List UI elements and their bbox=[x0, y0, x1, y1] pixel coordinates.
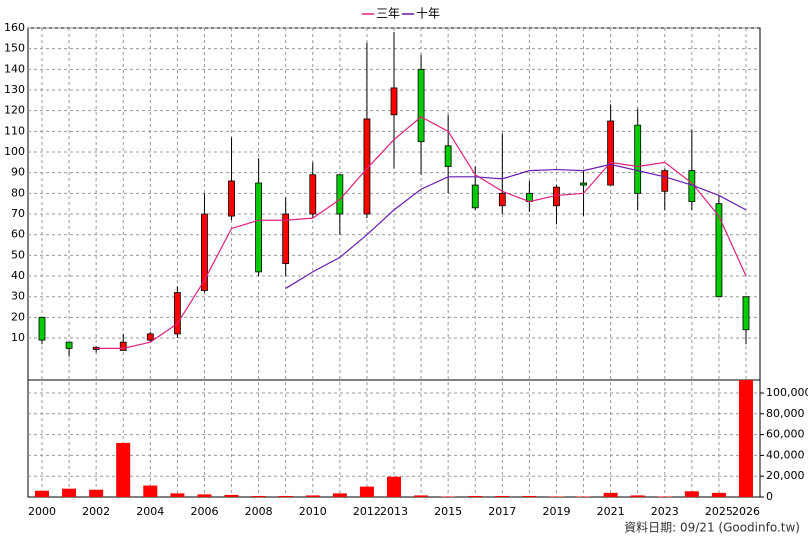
y-tick-label: 60 bbox=[11, 228, 25, 241]
y-tick-label: 140 bbox=[4, 62, 25, 75]
volume-bar bbox=[603, 492, 618, 497]
y-tick-label: 10 bbox=[11, 331, 25, 344]
y-tick-label: 160 bbox=[4, 21, 25, 34]
candle-body bbox=[715, 203, 723, 298]
candle-body bbox=[417, 68, 425, 143]
x-tick-label: 2017 bbox=[488, 505, 516, 518]
candle-body bbox=[336, 174, 344, 215]
y-tick-label: 100 bbox=[4, 145, 25, 158]
candle-body bbox=[444, 145, 452, 167]
y-tick-label: 130 bbox=[4, 83, 25, 96]
volume-bar bbox=[359, 486, 374, 497]
x-tick-label: 2004 bbox=[136, 505, 164, 518]
y2-tick-label: 60,000 bbox=[766, 428, 805, 441]
volume-bar bbox=[657, 496, 672, 497]
candle-body bbox=[661, 170, 669, 192]
legend-label: 三年 bbox=[376, 7, 400, 21]
volume-bar bbox=[143, 485, 158, 497]
candle-body bbox=[498, 192, 506, 207]
candle-body bbox=[173, 292, 181, 335]
x-tick-label: 2019 bbox=[542, 505, 570, 518]
y2-tick-label: 0 bbox=[766, 490, 773, 503]
y-tick-label: 40 bbox=[11, 269, 25, 282]
candle-body bbox=[228, 180, 235, 217]
candle-body bbox=[119, 341, 127, 351]
y-tick-label: 50 bbox=[11, 248, 25, 261]
volume-bar bbox=[576, 496, 591, 497]
candle-body bbox=[742, 296, 750, 331]
volume-bar bbox=[630, 495, 645, 497]
candle-body bbox=[580, 182, 587, 186]
volume-bar bbox=[278, 495, 293, 497]
y-tick-label: 150 bbox=[4, 42, 25, 55]
volume-bar bbox=[468, 495, 483, 497]
volume-bar bbox=[62, 488, 77, 497]
x-tick-label: 2008 bbox=[245, 505, 273, 518]
volume-bar bbox=[711, 492, 726, 497]
candle-body bbox=[309, 174, 317, 215]
x-tick-label: 2015 bbox=[434, 505, 462, 518]
x-tick-label: 2021 bbox=[597, 505, 625, 518]
x-tick-label: 2000 bbox=[28, 505, 56, 518]
volume-bar bbox=[305, 495, 320, 497]
y2-tick-label: 80,000 bbox=[766, 407, 805, 420]
volume-bar bbox=[549, 496, 564, 497]
volume-bar bbox=[684, 491, 699, 497]
candle-body bbox=[363, 118, 371, 215]
volume-bar bbox=[739, 380, 753, 497]
x-tick-label: 2010 bbox=[299, 505, 327, 518]
volume-bar bbox=[170, 493, 185, 497]
x-tick-label: 2013 bbox=[380, 505, 408, 518]
volume-bar bbox=[332, 493, 347, 497]
x-tick-label: 2025 bbox=[705, 505, 733, 518]
x-tick-label: 2023 bbox=[651, 505, 679, 518]
candle-body bbox=[146, 333, 154, 341]
y-tick-label: 20 bbox=[11, 310, 25, 323]
volume-bar bbox=[251, 495, 266, 497]
y2-tick-label: 40,000 bbox=[766, 448, 805, 461]
volume-bar bbox=[89, 489, 104, 497]
candle-body bbox=[390, 87, 398, 116]
y-tick-label: 120 bbox=[4, 104, 25, 117]
y2-tick-label: 100,000 bbox=[766, 386, 808, 399]
candle-body bbox=[607, 120, 615, 186]
y-tick-label: 80 bbox=[11, 186, 25, 199]
y-tick-label: 30 bbox=[11, 290, 25, 303]
y-tick-label: 90 bbox=[11, 166, 25, 179]
volume-bar bbox=[116, 442, 131, 497]
candle-body bbox=[38, 316, 46, 341]
volume-bar bbox=[441, 496, 456, 497]
candle-body bbox=[634, 124, 642, 194]
volume-bar bbox=[197, 494, 212, 497]
volume-bar bbox=[387, 476, 401, 497]
y-tick-label: 70 bbox=[11, 207, 25, 220]
x-tick-label: 2012 bbox=[353, 505, 381, 518]
volume-bar bbox=[495, 495, 510, 497]
ma-line bbox=[96, 116, 747, 349]
volume-bar bbox=[35, 490, 49, 497]
volume-bar bbox=[224, 494, 239, 497]
x-tick-label: 2002 bbox=[82, 505, 110, 518]
ma-line bbox=[285, 163, 747, 289]
x-tick-label: 2006 bbox=[190, 505, 218, 518]
y-tick-label: 110 bbox=[4, 124, 25, 137]
candle-body bbox=[65, 341, 73, 349]
y2-tick-label: 20,000 bbox=[766, 469, 805, 482]
candle-body bbox=[282, 213, 290, 265]
x-tick-label: 2026 bbox=[732, 505, 760, 518]
volume-bar bbox=[414, 495, 429, 497]
candle-body bbox=[255, 182, 263, 273]
candle-body bbox=[471, 184, 479, 209]
legend-label: 十年 bbox=[416, 7, 440, 21]
volume-bar bbox=[522, 495, 537, 497]
footer: 資料日期: 09/21 (Goodinfo.tw) bbox=[624, 521, 800, 535]
candle-body bbox=[201, 213, 208, 291]
